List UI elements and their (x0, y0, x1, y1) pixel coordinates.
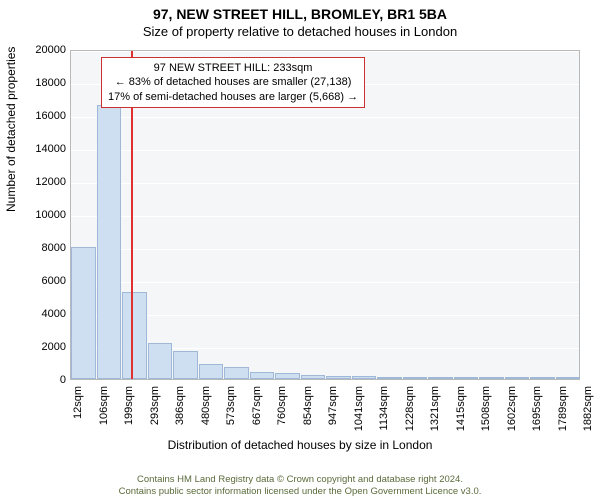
histogram-bar (148, 343, 173, 379)
histogram-bar (173, 351, 198, 379)
plot-area: 97 NEW STREET HILL: 233sqm← 83% of detac… (70, 50, 580, 380)
y-tick-label: 12000 (35, 176, 66, 188)
x-tick-label: 480sqm (200, 386, 212, 436)
gridline (71, 381, 579, 382)
y-tick-label: 4000 (42, 308, 66, 320)
gridline (71, 183, 579, 184)
footer-line-2: Contains public sector information licen… (0, 486, 600, 498)
y-tick-label: 8000 (42, 242, 66, 254)
histogram-bar (454, 377, 479, 379)
gridline (71, 249, 579, 250)
histogram-bar (352, 376, 377, 379)
y-tick-label: 18000 (35, 77, 66, 89)
histogram-bar (505, 377, 530, 379)
gridline (71, 315, 579, 316)
x-tick-label: 1321sqm (429, 386, 441, 436)
x-tick-label: 1882sqm (582, 386, 594, 436)
histogram-bar (479, 377, 504, 379)
footer-attribution: Contains HM Land Registry data © Crown c… (0, 474, 600, 498)
x-tick-label: 293sqm (149, 386, 161, 436)
x-tick-label: 12sqm (72, 386, 84, 436)
x-tick-label: 947sqm (327, 386, 339, 436)
histogram-bar (97, 105, 122, 379)
histogram-bar (122, 292, 147, 379)
gridline (71, 117, 579, 118)
gridline (71, 216, 579, 217)
x-tick-label: 573sqm (225, 386, 237, 436)
x-tick-label: 106sqm (98, 386, 110, 436)
x-tick-label: 1508sqm (480, 386, 492, 436)
annotation-box: 97 NEW STREET HILL: 233sqm← 83% of detac… (101, 57, 365, 108)
y-tick-label: 14000 (35, 143, 66, 155)
page-subtitle: Size of property relative to detached ho… (0, 22, 600, 39)
x-tick-label: 667sqm (251, 386, 263, 436)
x-tick-label: 760sqm (276, 386, 288, 436)
y-tick-label: 20000 (35, 44, 66, 56)
x-tick-label: 1695sqm (531, 386, 543, 436)
y-tick-label: 0 (60, 374, 66, 386)
histogram-bar (326, 376, 351, 379)
annotation-line: 17% of semi-detached houses are larger (… (108, 90, 358, 104)
histogram-bar (71, 247, 96, 379)
x-tick-label: 854sqm (302, 386, 314, 436)
gridline (71, 51, 579, 52)
y-tick-label: 10000 (35, 209, 66, 221)
annotation-line: 97 NEW STREET HILL: 233sqm (108, 61, 358, 75)
x-tick-label: 1789sqm (557, 386, 569, 436)
page-title: 97, NEW STREET HILL, BROMLEY, BR1 5BA (0, 0, 600, 22)
x-tick-label: 1228sqm (404, 386, 416, 436)
histogram-bar (199, 364, 224, 379)
footer-line-1: Contains HM Land Registry data © Crown c… (0, 474, 600, 486)
x-tick-label: 386sqm (174, 386, 186, 436)
histogram-bar (250, 372, 275, 379)
gridline (71, 282, 579, 283)
y-tick-label: 2000 (42, 341, 66, 353)
histogram-bar (275, 373, 300, 379)
x-tick-label: 1415sqm (455, 386, 467, 436)
x-tick-label: 1041sqm (353, 386, 365, 436)
gridline (71, 150, 579, 151)
histogram-bar (403, 377, 428, 379)
y-tick-label: 6000 (42, 275, 66, 287)
y-axis-label: Number of detached properties (4, 47, 18, 212)
x-tick-label: 199sqm (123, 386, 135, 436)
x-tick-label: 1134sqm (378, 386, 390, 436)
histogram-bar (301, 375, 326, 379)
chart-container: Number of detached properties 97 NEW STR… (0, 42, 600, 442)
y-tick-label: 16000 (35, 110, 66, 122)
x-tick-label: 1602sqm (506, 386, 518, 436)
histogram-bar (224, 367, 249, 379)
histogram-bar (428, 377, 453, 379)
x-axis-label: Distribution of detached houses by size … (0, 438, 600, 452)
histogram-bar (377, 377, 402, 379)
histogram-bar (530, 377, 555, 379)
annotation-line: ← 83% of detached houses are smaller (27… (108, 75, 358, 89)
histogram-bar (556, 377, 581, 379)
